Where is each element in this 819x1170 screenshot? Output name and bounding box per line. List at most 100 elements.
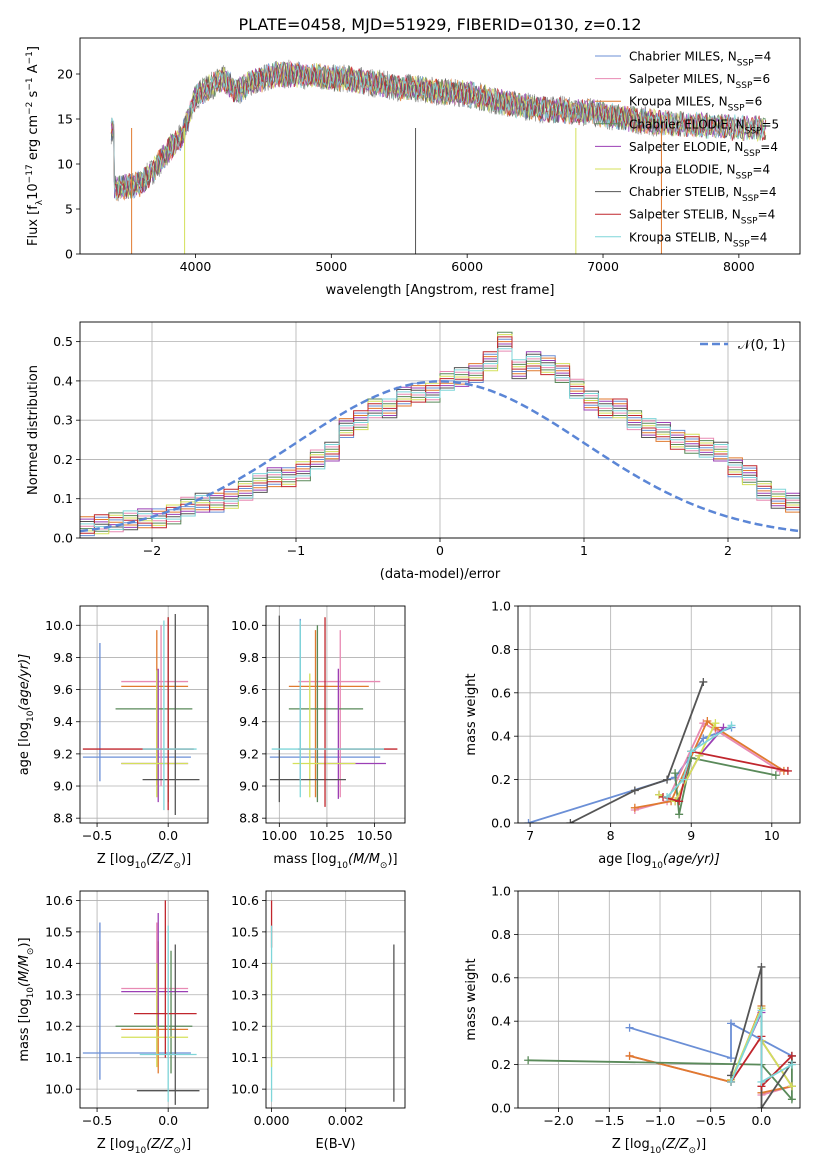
series-point-chabrier_stelib: [757, 1104, 766, 1108]
y-tick-label: 0.0: [491, 1101, 511, 1116]
y-axis-label-part: −17: [25, 164, 35, 183]
x-axis-label-part: )]: [181, 852, 191, 867]
x-axis-label-part: (M/M: [348, 852, 380, 867]
x-axis-label: wavelength [Angstrom, rest frame]: [326, 283, 555, 298]
x-axis-label-part: ⊙: [380, 861, 388, 871]
x-axis-label-part: ⊙: [173, 1146, 181, 1156]
x-tick-label: 0: [436, 543, 444, 558]
y-tick-label: 0.8: [491, 927, 511, 942]
y-tick-label: 0.0: [53, 531, 73, 546]
x-axis-label-part: 10: [135, 861, 147, 871]
series-point-chabrier_elodie: [771, 771, 780, 780]
series-point-chabrier_stelib: [699, 677, 708, 686]
axes-frame: [79, 890, 209, 1109]
legend-entry-part: SSP: [743, 149, 760, 159]
x-axis-label: age [log10(age/yr)]: [598, 852, 720, 871]
x-tick-label: −0.5: [696, 1113, 726, 1128]
legend-entry-part: =6: [752, 72, 770, 86]
x-axis-label-part: 10: [337, 861, 349, 871]
y-tick-label: 9.6: [239, 682, 259, 697]
axes-frame: [79, 37, 801, 255]
legend-entry-part: SSP: [736, 172, 753, 182]
y-tick-label: 0.2: [53, 452, 73, 467]
series-point-kroupa_stelib: [727, 721, 736, 730]
x-axis-label-part: )]: [696, 1137, 706, 1152]
plot-area: [80, 331, 800, 537]
x-axis-label: Z [log10(Z/Z⊙)]: [97, 1137, 191, 1156]
y-axis-label-part: −1: [25, 51, 35, 64]
y-tick-label: 10.0: [231, 618, 259, 633]
series-line-chabrier_elodie: [528, 1055, 793, 1102]
panel-z_weight: −2.0 −1.5 −1.0 −0.5 0.0 0.0 0.2 0.4 0.6 0.8 1.0 Z […: [464, 884, 801, 1156]
y-axis-label: mass [log10(M/M⊙)]: [17, 937, 36, 1061]
series-point-chabrier_stelib: [757, 962, 766, 971]
y-tick-label: 10.3: [231, 987, 259, 1002]
series-line-salpeter_stelib: [662, 750, 789, 803]
legend-entry-part: =4: [752, 163, 770, 177]
series-point-kroupa_stelib: [757, 1006, 766, 1015]
legend-entry-part: Kroupa STELIB, N: [629, 230, 733, 244]
y-tick-label: 15: [57, 112, 73, 127]
series-point-kroupa_elodie: [711, 719, 720, 728]
x-tick-label: 0.0: [158, 1113, 178, 1128]
y-tick-label: 10.0: [45, 618, 73, 633]
legend-entry-part: Chabrier STELIB, N: [629, 185, 742, 199]
x-axis-label-part: mass [log: [273, 852, 336, 867]
axes-frame: [79, 321, 801, 539]
y-axis-label: Flux [fλ10−17 erg cm−2 s−1 A−1]: [25, 46, 45, 246]
y-axis-label-part: ]: [26, 46, 41, 51]
y-axis-label-part: λ: [35, 199, 45, 205]
y-axis-label-part: 10: [26, 987, 36, 999]
series-point-kroupa_miles: [703, 717, 712, 726]
panel-spectrum: 4000 5000 6000 7000 8000 0 5 10 15 20 Chabrier MIL…: [25, 37, 801, 298]
series-point-salpeter_stelib: [675, 797, 684, 806]
y-axis-label-part: erg cm: [26, 115, 41, 164]
y-tick-label: 0: [65, 247, 73, 262]
panel-z_age: −0.5 0.08.89.09.29.49.69.810.0Z [log10(Z/…: [17, 605, 209, 871]
x-tick-label: 10.25: [309, 828, 345, 843]
y-tick-label: 10.2: [231, 1019, 259, 1034]
axes-frame: [265, 605, 406, 824]
x-tick-label: 8000: [723, 259, 755, 274]
legend-entry-part: Kroupa ELODIE, N: [629, 163, 736, 177]
legend-entry-part: Salpeter STELIB, N: [629, 208, 741, 222]
y-tick-label: 0.2: [491, 1057, 511, 1072]
x-axis-label-part: (Z/Z: [146, 1137, 174, 1152]
y-tick-label: 0.4: [491, 1014, 511, 1029]
x-tick-label: −0.5: [82, 1113, 112, 1128]
x-tick-label: 2: [724, 543, 732, 558]
legend-entry: Salpeter STELIB, NSSP=4: [629, 208, 775, 227]
y-tick-label: 9.2: [53, 746, 73, 761]
x-axis-label: E(B-V): [315, 1137, 355, 1152]
y-tick-label: 8.8: [239, 811, 259, 826]
series-point-kroupa_stelib: [679, 775, 688, 784]
y-tick-label: 0.4: [53, 373, 73, 388]
axes-frame: [517, 890, 801, 1109]
y-axis-label-part: Flux [f: [26, 205, 41, 246]
x-tick-label: −1.5: [594, 1113, 624, 1128]
y-axis-label: age [log10(age/yr)]: [17, 654, 36, 776]
y-tick-label: 1.0: [491, 599, 511, 614]
legend-entry-part: SSP: [741, 217, 758, 227]
series-point-chabrier_elodie: [671, 769, 680, 778]
y-tick-label: 0.6: [491, 970, 511, 985]
plot-area: [110, 59, 767, 254]
histogram-salpeter_stelib: [80, 336, 800, 534]
series-point-chabrier_miles: [727, 1054, 736, 1063]
legend-entry-part: SSP: [733, 239, 750, 249]
x-tick-label: −2: [143, 543, 161, 558]
figure-title: PLATE=0458, MJD=51929, FIBERID=0130, z=0…: [238, 15, 641, 34]
x-axis-label-part: 10: [651, 861, 663, 871]
series-line-chabrier_stelib: [569, 681, 705, 823]
series-point-kroupa_miles: [625, 1051, 634, 1060]
y-axis-label-part: −2: [25, 102, 35, 115]
x-axis-label: Z [log10(Z/Z⊙)]: [612, 1137, 706, 1156]
legend-entry: Kroupa STELIB, NSSP=4: [629, 230, 767, 249]
y-tick-label: 9.4: [239, 714, 259, 729]
series-point-chabrier_elodie: [787, 1095, 796, 1104]
series-line-chabrier_elodie: [674, 756, 776, 815]
y-tick-label: 9.8: [239, 650, 259, 665]
y-tick-label: 10.0: [45, 1082, 73, 1097]
x-tick-label: 0.0: [158, 828, 178, 843]
